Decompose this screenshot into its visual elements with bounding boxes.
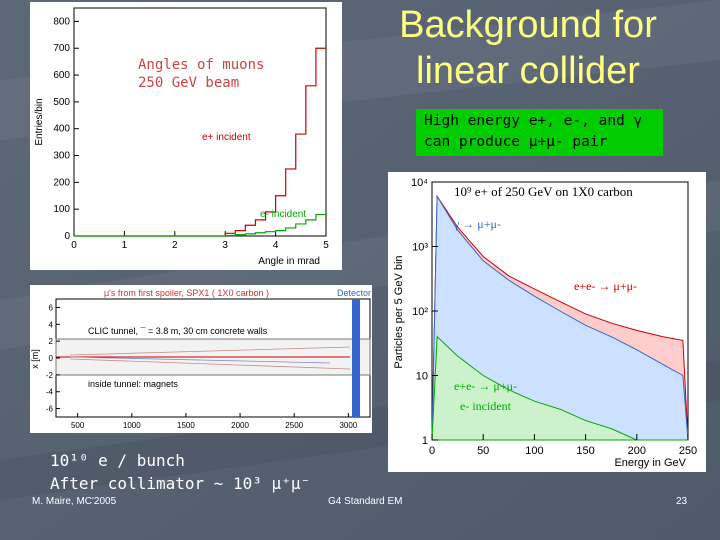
caption-line-2: 250 GeV beam [138, 75, 240, 91]
caption-line-1: Angles of muons [138, 57, 265, 73]
tunnel-magnets-label: inside tunnel: magnets [88, 379, 179, 389]
chart-title: 10⁹ e+ of 250 GeV on 1X0 carbon [454, 184, 633, 199]
e-minus-histogram-line [74, 213, 326, 237]
e-plus-label: e+ incident [202, 132, 251, 143]
x-tick-label: 2000 [231, 421, 249, 430]
x-tick-label: 1 [122, 240, 128, 251]
footer-author: M. Maire, MC'2005 [32, 496, 117, 507]
y-tick-label: 600 [53, 70, 70, 81]
y-tick-label: 10² [412, 306, 428, 318]
gamma-label: γ → μ+μ- [453, 217, 501, 231]
y-axis-ticks: 1 10 10² 10³ 10⁴ [411, 177, 438, 447]
footer-center: G4 Standard EM [328, 496, 403, 507]
stats-line-1: 10¹⁰ e / bunch [50, 451, 185, 470]
x-tick-label: 150 [576, 445, 594, 457]
y-tick-label: 400 [53, 124, 70, 135]
y-tick-label: 6 [49, 303, 54, 312]
y-tick-label: 10⁴ [411, 177, 428, 189]
detector-block [352, 299, 360, 417]
epem-label: e+e- → μ+μ- [454, 379, 517, 393]
y-axis-ticks: 6 4 2 0 -2 -4 -6 [46, 303, 60, 414]
y-tick-label: 2 [49, 337, 54, 346]
x-axis-label: Energy in GeV [614, 457, 686, 469]
y-tick-label: 1 [422, 435, 428, 447]
x-tick-label: 100 [525, 445, 543, 457]
e-minus-incident-area [431, 335, 688, 441]
tunnel-walls-label: CLIC tunnel, ¯ = 3.8 m, 30 cm concrete w… [88, 326, 268, 336]
y-tick-label: 700 [53, 43, 70, 54]
y-axis-label: Particles per 5 GeV bin [393, 255, 405, 368]
e-minus-incident-label: e- incident [460, 399, 512, 413]
energy-spectrum-histogram: 1 10 10² 10³ 10⁴ 0 50 100 150 200 250 10⁹ e+ of 2… [388, 172, 706, 472]
e-plus-histogram-line [74, 47, 326, 237]
x-axis-ticks: 0 1 2 3 4 5 [71, 231, 329, 251]
x-tick-label: 2 [172, 240, 178, 251]
x-tick-label: 500 [71, 421, 85, 430]
detector-label: Detector [337, 288, 371, 298]
angle-caption: Angles of muons 250 GeV beam [138, 56, 264, 92]
x-tick-label: 1000 [123, 421, 141, 430]
slide-number: 23 [676, 496, 688, 507]
muon-production-note: High energy e+, e-, and γ can produce μ+… [416, 109, 663, 156]
y-tick-label: 10 [416, 371, 428, 383]
plot-frame [73, 7, 327, 237]
tunnel-schematic-svg: μ's from first spoiler, SPX1 ( 1X0 carbo… [30, 288, 371, 430]
bunch-stats: 10¹⁰ e / bunch After collimator ~ 10³ μ⁺… [50, 449, 310, 495]
x-tick-label: 3 [222, 240, 228, 251]
y-tick-label: 500 [53, 97, 70, 108]
slide-title-line-2: linear collider [416, 50, 640, 92]
x-tick-label: 250 [679, 445, 697, 457]
x-tick-label: 4 [273, 240, 279, 251]
x-tick-label: 5 [323, 240, 329, 251]
tunnel-title: μ's from first spoiler, SPX1 ( 1X0 carbo… [104, 288, 269, 298]
e-minus-label: e- incident [260, 209, 306, 220]
y-tick-label: 4 [49, 320, 54, 329]
muon-angle-histogram: 0 100 200 300 400 500 600 700 800 0 1 2 3 4 5 Entries… [30, 2, 342, 270]
x-axis-label: Angle in mrad [258, 256, 320, 267]
x-tick-label: 0 [429, 445, 435, 457]
y-axis-label: Entries/bin [34, 98, 45, 145]
muon-track [69, 346, 351, 356]
y-tick-label: -2 [46, 371, 54, 380]
y-axis-ticks: 0 100 200 300 400 500 600 700 800 [53, 16, 79, 242]
x-tick-label: 3000 [339, 421, 357, 430]
gamma-to-mumu-area [431, 194, 689, 441]
note-line-1: High energy e+, e-, and γ [424, 113, 643, 129]
x-tick-label: 200 [628, 445, 646, 457]
x-axis-ticks: 0 50 100 150 200 250 [429, 434, 697, 457]
x-tick-label: 1500 [177, 421, 195, 430]
x-axis-ticks: 500 1000 1500 2000 2500 3000 [71, 413, 358, 430]
y-tick-label: 200 [53, 177, 70, 188]
y-tick-label: 0 [64, 231, 70, 242]
y-tick-label: 100 [53, 204, 70, 215]
y-tick-label: -6 [46, 405, 54, 414]
tunnel-schematic: μ's from first spoiler, SPX1 ( 1X0 carbo… [30, 285, 372, 433]
energy-spectrum-svg: 1 10 10² 10³ 10⁴ 0 50 100 150 200 250 10⁹ e+ of 2… [393, 177, 697, 469]
muon-angle-histogram-svg: 0 100 200 300 400 500 600 700 800 0 1 2 3 4 5 Entries… [34, 7, 329, 267]
slide-title: Background for linear collider [378, 2, 678, 94]
y-tick-label: 10³ [412, 242, 428, 254]
y-tick-label: 800 [53, 16, 70, 27]
y-axis-label: x [m] [30, 349, 40, 369]
muon-track [69, 356, 331, 364]
x-tick-label: 2500 [285, 421, 303, 430]
muon-track [69, 358, 351, 370]
y-tick-label: 0 [49, 354, 54, 363]
slide-title-line-1: Background for [399, 4, 657, 46]
x-tick-label: 0 [71, 240, 77, 251]
note-line-2: can produce μ+μ- pair [424, 134, 608, 150]
stats-line-2: After collimator ~ 10³ μ⁺μ⁻ [50, 474, 311, 493]
y-tick-label: -4 [46, 388, 54, 397]
x-tick-label: 50 [477, 445, 489, 457]
ee-label: e+e- → μ+μ- [574, 279, 637, 293]
y-tick-label: 300 [53, 151, 70, 162]
